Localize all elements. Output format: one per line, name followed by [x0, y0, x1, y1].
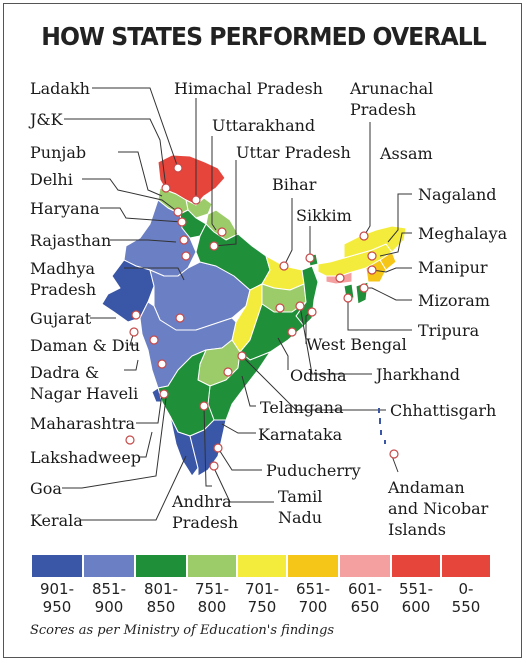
- label-gujarat: Gujarat: [30, 309, 92, 328]
- label-nagaland: Nagaland: [418, 185, 497, 204]
- label-odisha: Odisha: [290, 366, 347, 385]
- label-west-bengal: West Bengal: [306, 335, 407, 354]
- label-arunachal-2: Pradesh: [350, 100, 417, 119]
- region-goa: [151, 387, 163, 403]
- source-note: Scores as per Ministry of Education's fi…: [30, 623, 335, 638]
- region-arunachal-pradesh: [343, 225, 407, 259]
- label-maharashtra: Maharashtra: [30, 414, 136, 433]
- label-daman-diu: Daman & Diu: [30, 336, 141, 355]
- label-tamil-nadu-2: Nadu: [278, 508, 323, 527]
- label-jk: J&K: [30, 110, 63, 129]
- label-assam: Assam: [380, 144, 433, 163]
- label-karnataka: Karnataka: [258, 425, 343, 444]
- legend-label-551-600: 551- 600: [398, 580, 434, 616]
- legend-label-701-750: 701- 750: [244, 580, 280, 616]
- label-andaman-3: Islands: [388, 520, 446, 539]
- legend-swatch-651-700: [288, 555, 338, 577]
- label-punjab: Punjab: [30, 143, 87, 162]
- region-bihar: [261, 255, 305, 291]
- label-manipur: Manipur: [418, 258, 488, 277]
- label-himachal-pradesh: Himachal Pradesh: [174, 79, 323, 98]
- label-meghalaya: Meghalaya: [418, 224, 508, 243]
- region-tamil-nadu: [189, 419, 227, 477]
- label-jharkhand: Jharkhand: [376, 365, 460, 384]
- label-rajasthan: Rajasthan: [30, 231, 112, 250]
- label-dadra-1: Dadra &: [30, 363, 100, 382]
- label-haryana: Haryana: [30, 199, 100, 218]
- legend-label-651-700: 651- 700: [295, 580, 331, 616]
- label-andhra-1: Andhra: [172, 492, 232, 511]
- legend-label-751-800: 751- 800: [194, 580, 230, 616]
- label-sikkim: Sikkim: [296, 206, 352, 225]
- legend-label-901-950: 901- 950: [39, 580, 75, 616]
- label-goa: Goa: [30, 479, 62, 498]
- label-bihar: Bihar: [272, 175, 317, 194]
- legend-label-801-850: 801- 850: [143, 580, 179, 616]
- label-mizoram: Mizoram: [418, 291, 490, 310]
- label-puducherry: Puducherry: [266, 461, 361, 480]
- figure-frame: [3, 3, 522, 658]
- label-dadra-2: Nagar Haveli: [30, 384, 139, 403]
- label-telangana: Telangana: [260, 398, 344, 417]
- label-chhattisgarh: Chhattisgarh: [390, 401, 497, 420]
- legend-label-0-550: 0- 550: [451, 580, 481, 616]
- legend-swatch-901-950: [32, 555, 82, 577]
- label-delhi: Delhi: [30, 170, 73, 189]
- legend-swatch-0-550: [442, 555, 490, 577]
- label-ladakh: Ladakh: [30, 79, 90, 98]
- legend-swatch-551-600: [392, 555, 440, 577]
- legend-swatch-851-900: [84, 555, 134, 577]
- label-kerala: Kerala: [30, 511, 83, 530]
- label-arunachal-1: Arunachal: [350, 79, 434, 98]
- legend-label-851-900: 851- 900: [91, 580, 127, 616]
- label-andhra-2: Pradesh: [172, 513, 239, 532]
- legend-swatch-801-850: [136, 555, 186, 577]
- label-madhya-pradesh-1: Madhya: [30, 259, 96, 278]
- legend-swatch-601-650: [340, 555, 390, 577]
- label-madhya-pradesh-2: Pradesh: [30, 280, 97, 299]
- map-title: HOW STATES PERFORMED OVERALL: [41, 22, 487, 51]
- label-tripura: Tripura: [418, 321, 480, 340]
- legend-swatch-751-800: [188, 555, 236, 577]
- label-tamil-nadu-1: Tamil: [278, 487, 323, 506]
- label-lakshadweep: Lakshadweep: [30, 448, 142, 467]
- label-uttar-pradesh: Uttar Pradesh: [236, 143, 351, 162]
- legend-label-601-650: 601- 650: [347, 580, 383, 616]
- label-uttarakhand: Uttarakhand: [212, 116, 316, 135]
- legend-swatch-701-750: [238, 555, 286, 577]
- label-andaman-2: and Nicobar: [388, 499, 489, 518]
- label-andaman-1: Andaman: [388, 478, 465, 497]
- region-odisha: [239, 301, 307, 361]
